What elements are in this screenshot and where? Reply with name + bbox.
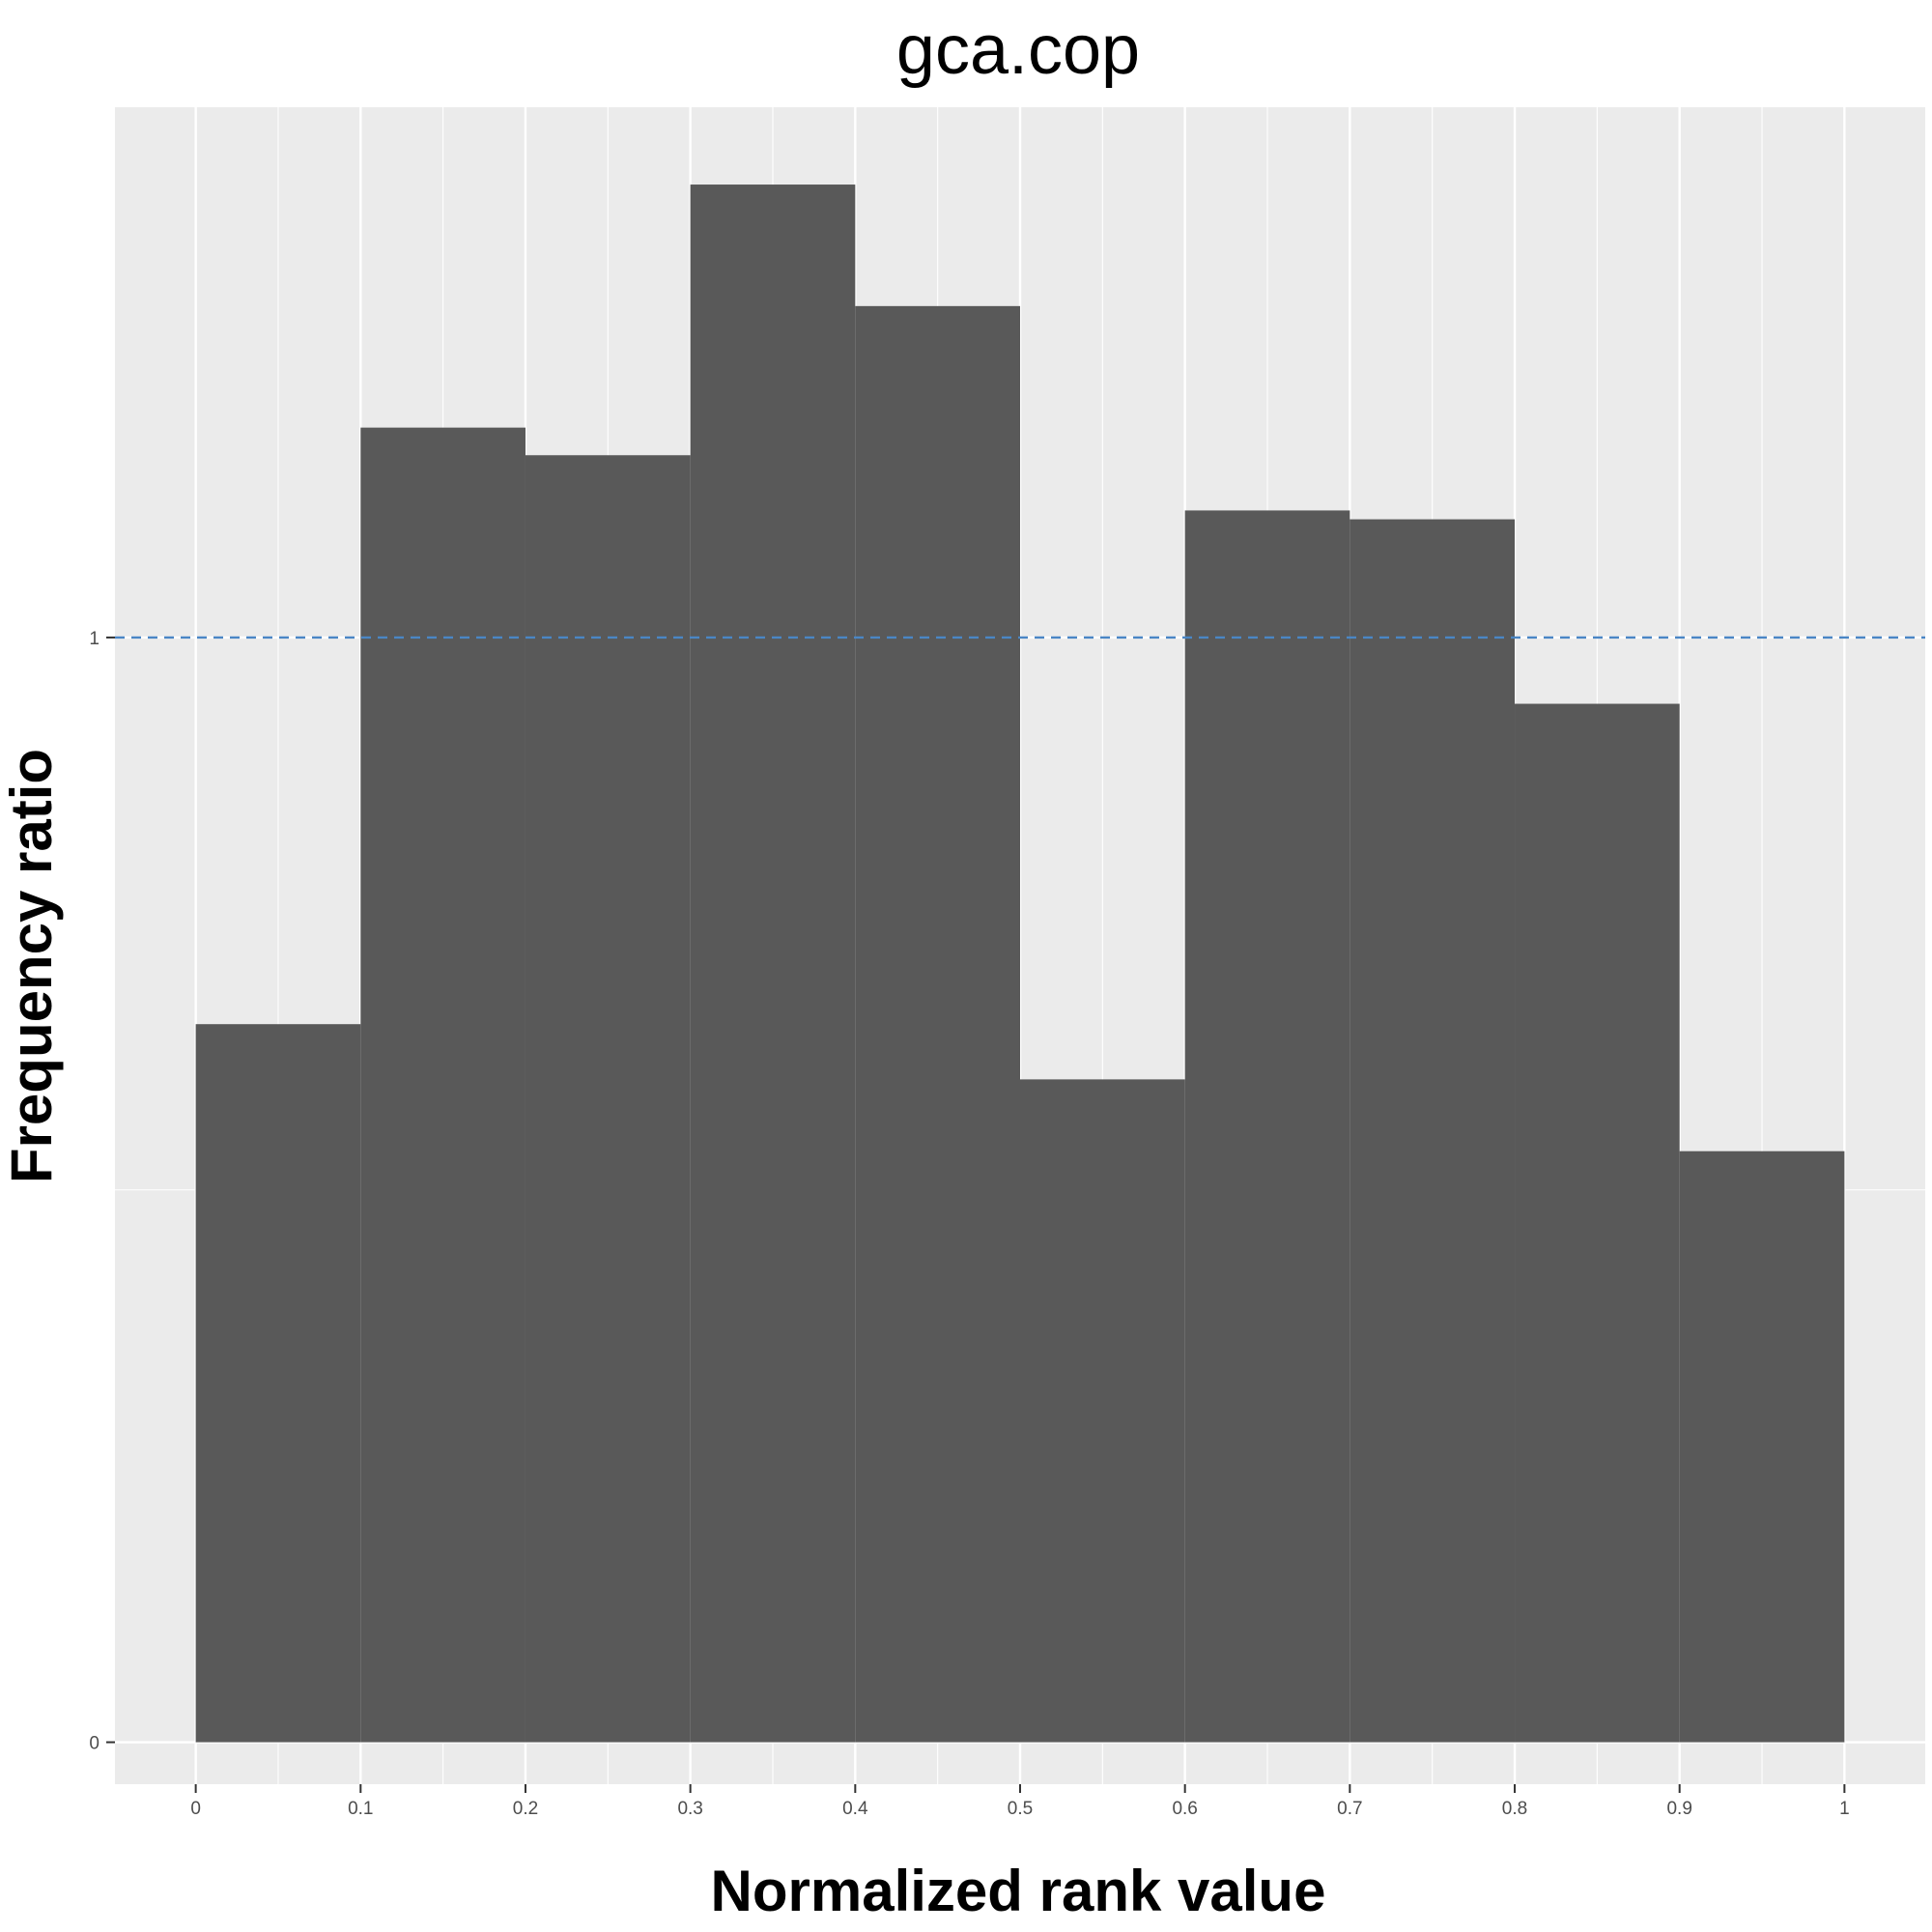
x-tick-label: 0.6 (1172, 1799, 1197, 1819)
histogram-bar-3 (525, 455, 691, 1743)
histogram-bar-5 (855, 305, 1020, 1743)
y-tick-label: 1 (89, 629, 99, 649)
x-axis-title: Normalized rank value (711, 1859, 1326, 1923)
histogram-bar-10 (1679, 1151, 1845, 1743)
x-tick-label: 0 (190, 1799, 201, 1819)
x-tick-label: 0.9 (1666, 1799, 1691, 1819)
histogram-bar-4 (690, 185, 856, 1743)
x-tick-label: 0.5 (1008, 1799, 1033, 1819)
histogram-bar-8 (1350, 519, 1516, 1743)
x-tick-label: 0.2 (513, 1799, 538, 1819)
y-axis-title: Frequency ratio (0, 749, 64, 1183)
x-tick-label: 0.4 (842, 1799, 868, 1819)
histogram-bar-9 (1515, 703, 1680, 1743)
histogram-bar-1 (195, 1024, 361, 1743)
chart-title: gca.cop (896, 12, 1140, 89)
x-tick-label: 0.7 (1337, 1799, 1362, 1819)
x-axis: 0 0.1 0.2 0.3 0.4 0.5 0.6 0.7 0.8 0.9 1 (190, 1784, 1850, 1819)
x-tick-label: 0.1 (348, 1799, 373, 1819)
histogram-bar-6 (1020, 1079, 1185, 1743)
histogram-bars (195, 185, 1845, 1743)
histogram-bar-2 (360, 427, 526, 1743)
x-tick-label: 0.3 (677, 1799, 702, 1819)
y-axis: 01 (89, 629, 115, 1754)
histogram-bar-7 (1184, 510, 1350, 1743)
y-tick-label: 0 (89, 1734, 99, 1754)
x-tick-label: 0.8 (1502, 1799, 1527, 1819)
x-tick-label: 1 (1839, 1799, 1850, 1819)
